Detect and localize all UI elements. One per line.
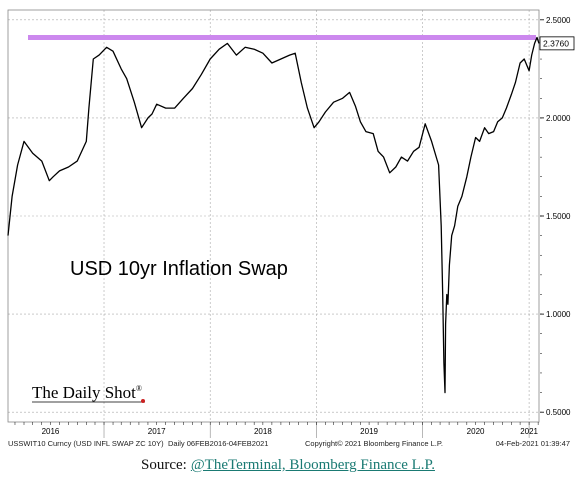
watermark-mark: ® [136, 384, 142, 393]
footer-range: Daily 06FEB2016-04FEB2021 [168, 439, 268, 448]
watermark-logo: The Daily Shot® [32, 383, 145, 403]
last-value-box [539, 36, 575, 51]
y-tick-label: 1.5000 [546, 212, 571, 221]
footer-timestamp: 04-Feb-2021 01:39:47 [496, 439, 570, 448]
series-line [7, 36, 540, 394]
grid-lines [8, 10, 539, 422]
x-tick-label: 2018 [254, 427, 272, 436]
x-axis: 2016 2017 2018 2019 2020 2021 [14, 422, 539, 438]
y-axis: 2.5000 2.0000 1.5000 1.0000 0.5000 [540, 16, 571, 417]
chart-title: USD 10yr Inflation Swap [70, 258, 288, 280]
plot-frame [7, 9, 540, 423]
last-value-text: 2.3760 [543, 38, 569, 48]
x-tick-label: 2017 [148, 427, 166, 436]
svg-text:The Daily Shot®: The Daily Shot® [32, 383, 142, 402]
x-tick-label: 2019 [360, 427, 378, 436]
footer-ticker: USSWIT10 Curncy (USD INFL SWAP ZC 10Y) [8, 439, 164, 448]
watermark-dot [141, 399, 145, 403]
x-tick-label: 2016 [42, 427, 60, 436]
watermark-text: The Daily Shot [32, 383, 136, 402]
x-tick-label: 2021 [520, 427, 538, 436]
y-tick-label: 2.0000 [546, 114, 571, 123]
footer-copyright: Copyright© 2021 Bloomberg Finance L.P. [305, 439, 443, 448]
source-link[interactable]: @TheTerminal, Bloomberg Finance L.P. [190, 457, 435, 473]
source-prefix: Source: [141, 457, 187, 473]
last-value-label: 2.3760 [539, 36, 575, 51]
x-tick-label: 2020 [467, 427, 485, 436]
source-line: Source: @TheTerminal, Bloomberg Finance L… [0, 457, 576, 474]
y-tick-label: 2.5000 [546, 16, 571, 25]
y-tick-label: 0.5000 [546, 408, 571, 417]
y-tick-label: 1.0000 [546, 310, 571, 319]
